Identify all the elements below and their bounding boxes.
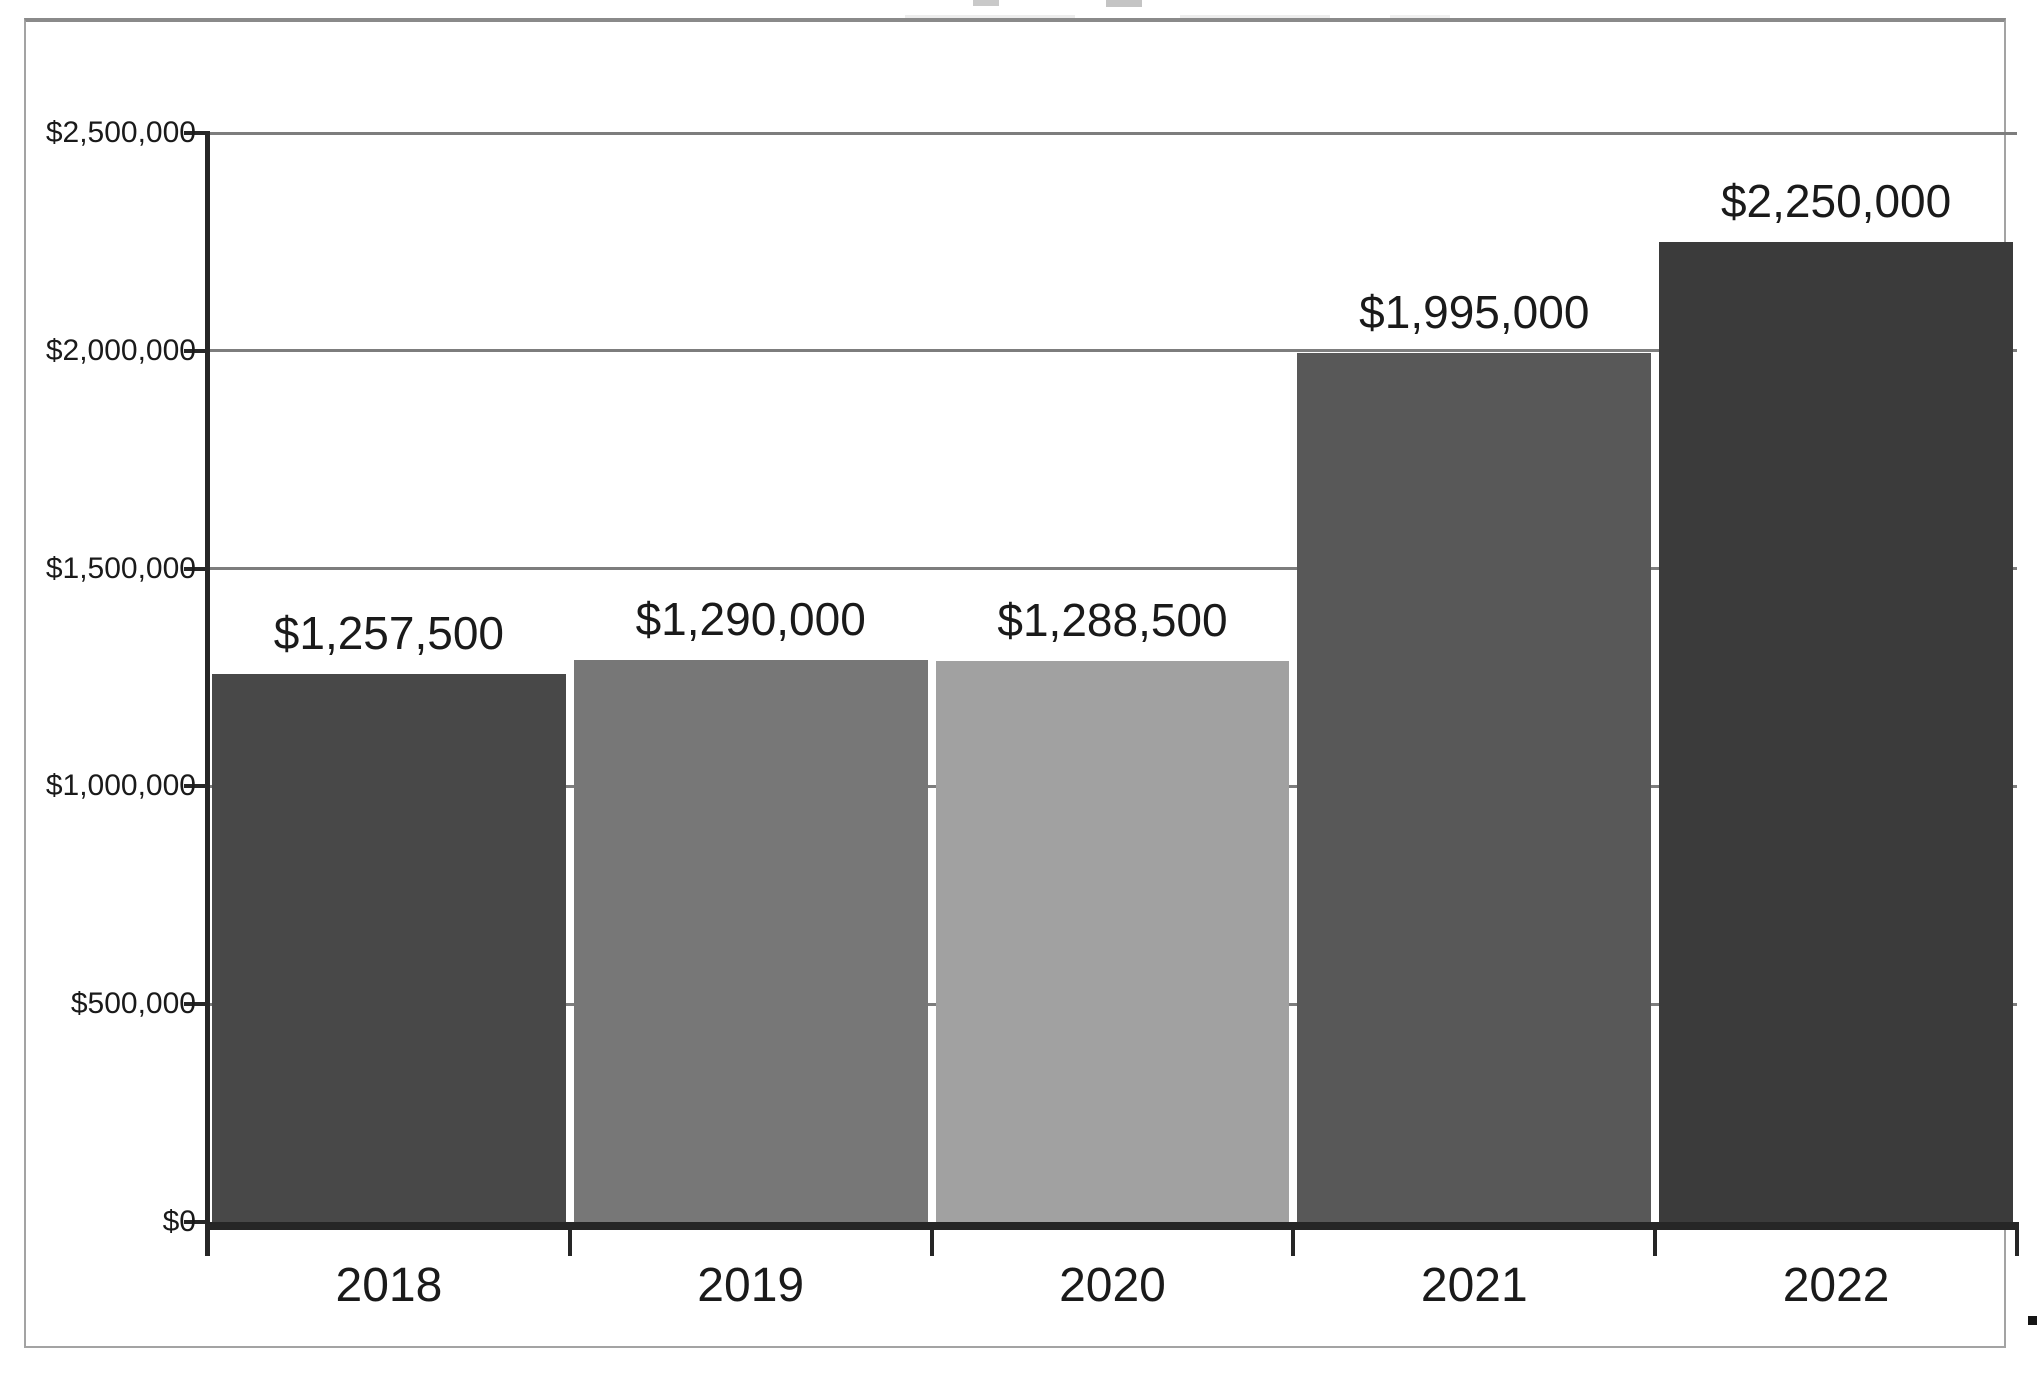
bar-value-label: $1,290,000: [635, 593, 866, 646]
bar-2020: [935, 660, 1290, 1222]
cropped-title-fragment: [905, 15, 1075, 18]
gridline: [208, 567, 2017, 571]
bar-2018: [212, 674, 566, 1222]
x-axis-tick: [206, 1222, 210, 1256]
x-axis-tick: [1653, 1222, 1658, 1256]
y-axis-tick: [184, 566, 208, 571]
y-axis-tick: [184, 131, 208, 135]
bar-value-label: $2,250,000: [1720, 174, 1952, 227]
gridline: [208, 131, 2017, 135]
x-axis-tick: [567, 1222, 572, 1256]
cropped-title-fragment: [973, 0, 999, 6]
y-axis-tick: [184, 784, 208, 789]
x-axis-tick: [1291, 1222, 1296, 1256]
bar-value-label: $1,257,500: [273, 607, 505, 660]
x-axis-category-label: 2021: [1420, 1259, 1528, 1312]
cropped-title-fragment: [1180, 15, 1330, 18]
y-axis-tick-label: $1,500,000: [45, 551, 196, 585]
x-axis-tick: [929, 1222, 934, 1256]
x-axis-category-label: 2022: [1782, 1259, 1890, 1312]
y-axis-tick-label: $500,000: [70, 987, 196, 1021]
bar-2021: [1297, 352, 1652, 1222]
bar-value-label: $1,288,500: [997, 593, 1228, 646]
y-axis-tick-label: $1,000,000: [45, 769, 196, 803]
y-axis-tick: [184, 1002, 208, 1007]
x-axis-category-label: 2019: [697, 1259, 805, 1312]
x-axis-line: [205, 1222, 2017, 1230]
bar-value-label: $1,995,000: [1359, 285, 1590, 338]
y-axis-tick-label: $2,000,000: [45, 333, 196, 367]
y-axis-tick-label: $0: [162, 1205, 196, 1238]
y-axis-tick: [184, 1220, 208, 1224]
x-axis-tick: [2015, 1222, 2019, 1256]
cropped-title-fragment: [1390, 15, 1450, 18]
x-axis-category-label: 2020: [1059, 1259, 1166, 1312]
bar-2022: [1659, 241, 2013, 1222]
cropped-caption-period: [2028, 1316, 2037, 1325]
bar-2019: [573, 660, 928, 1222]
gridline: [208, 349, 2017, 353]
y-axis-tick-label: $2,500,000: [45, 116, 196, 149]
x-axis-category-label: 2018: [335, 1259, 443, 1312]
y-axis-tick: [184, 348, 208, 353]
y-axis-line: [205, 131, 210, 1256]
cropped-title-fragment: [1106, 0, 1142, 7]
